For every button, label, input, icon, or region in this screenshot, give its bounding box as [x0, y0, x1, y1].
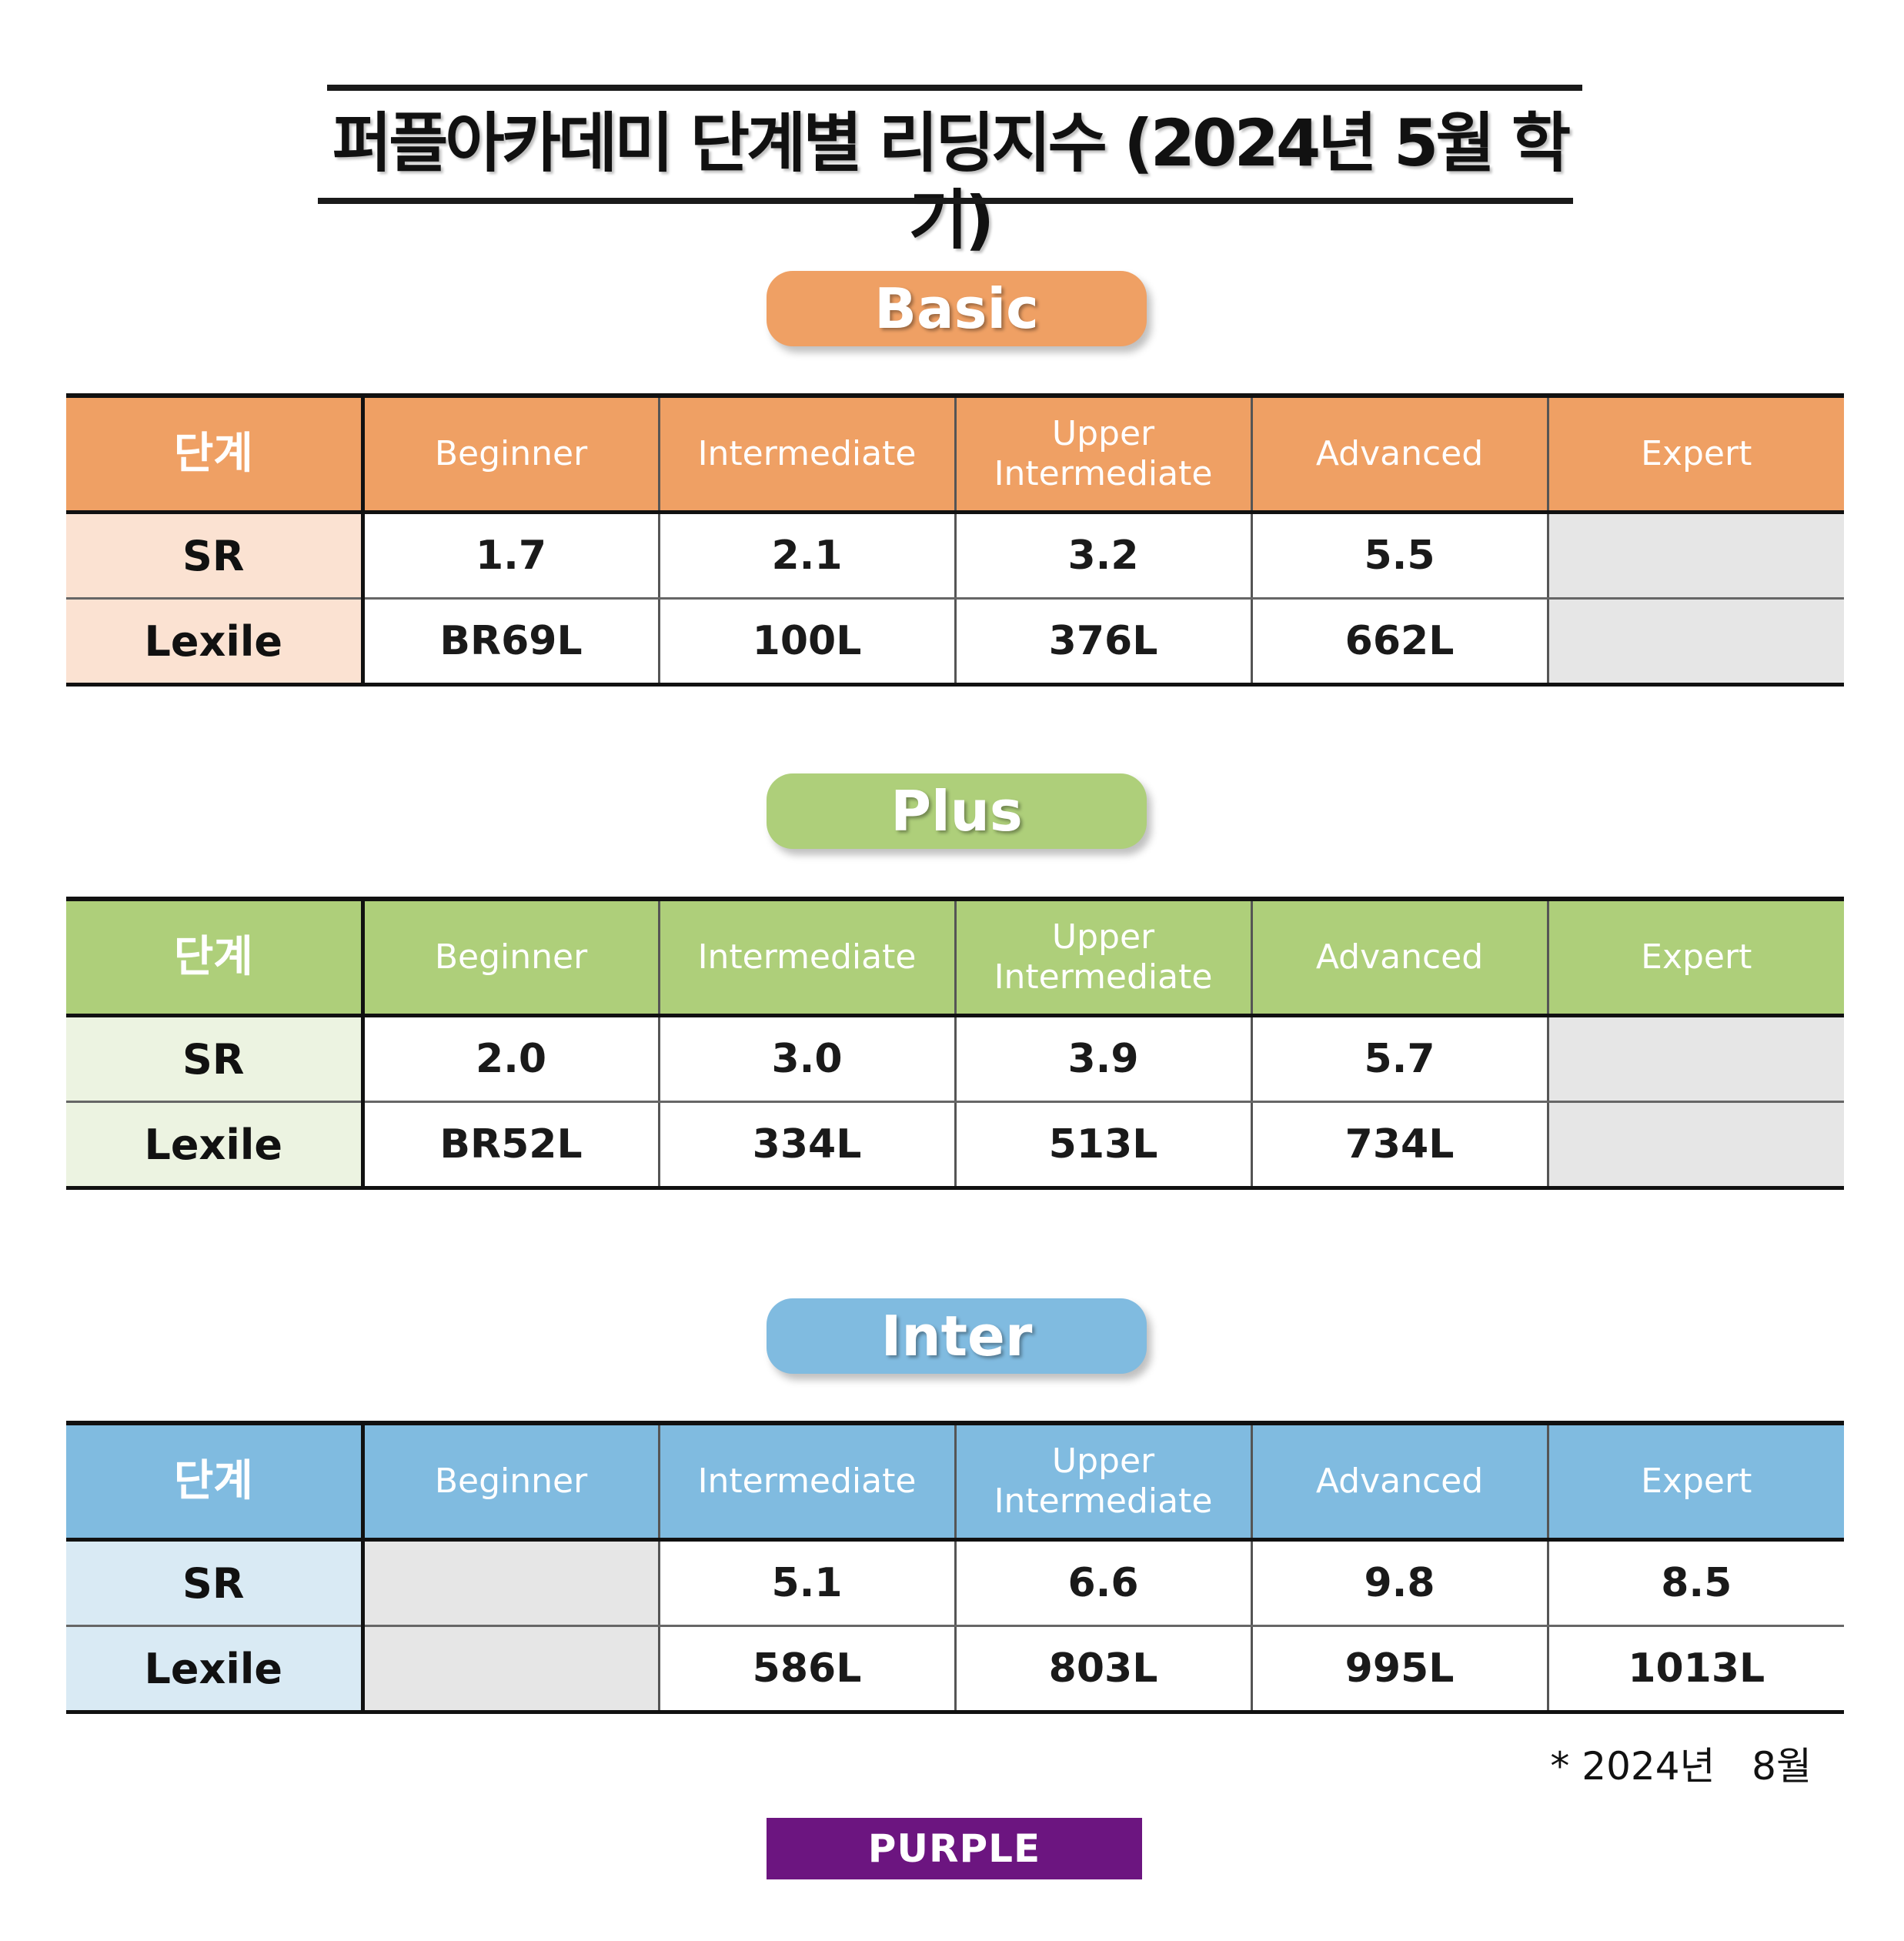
table-cell: 100L [657, 598, 955, 687]
table-cell-empty [1546, 1015, 1844, 1103]
table-header-row: 단계 Beginner Intermediate Upper Intermedi… [66, 1421, 1844, 1542]
row-label: SR [66, 512, 362, 600]
table-cell: 5.5 [1250, 512, 1548, 600]
table-cell: 1013L [1546, 1625, 1844, 1714]
table-cell: 6.6 [954, 1539, 1251, 1627]
header-level: Expert [1546, 1421, 1844, 1542]
row-label: SR [66, 1015, 362, 1103]
table-cell: 334L [657, 1101, 955, 1190]
table-cell: 1.7 [360, 512, 659, 600]
header-stage: 단계 [66, 897, 362, 1017]
table-row: SR 1.7 2.1 3.2 5.5 [66, 512, 1844, 600]
row-label: SR [66, 1539, 362, 1627]
header-stage: 단계 [66, 393, 362, 514]
table-cell: 586L [657, 1625, 955, 1714]
title-block: 퍼플아카데미 단계별 리딩지수 (2024년 5월 학기) [318, 85, 1582, 258]
header-level: Upper Intermediate [954, 897, 1251, 1017]
header-level: Expert [1546, 393, 1844, 514]
table-inter: 단계 Beginner Intermediate Upper Intermedi… [66, 1421, 1844, 1714]
table-cell: 734L [1250, 1101, 1548, 1190]
table-plus: 단계 Beginner Intermediate Upper Intermedi… [66, 897, 1844, 1190]
table-cell: 2.0 [360, 1015, 659, 1103]
table-cell: 995L [1250, 1625, 1548, 1714]
header-level: Intermediate [657, 897, 955, 1017]
table-cell: 3.2 [954, 512, 1251, 600]
table-row: SR 2.0 3.0 3.9 5.7 [66, 1015, 1844, 1103]
table-cell: 662L [1250, 598, 1548, 687]
header-level: Intermediate [657, 1421, 955, 1542]
table-cell: BR52L [360, 1101, 659, 1190]
table-cell: 8.5 [1546, 1539, 1844, 1627]
section-badge-basic: Basic [767, 271, 1147, 346]
table-cell: 2.1 [657, 512, 955, 600]
purple-academy-logo: PURPLE ACADEMY [767, 1818, 1142, 1933]
header-level: Expert [1546, 897, 1844, 1017]
table-cell: BR69L [360, 598, 659, 687]
table-cell-empty [360, 1625, 659, 1714]
header-level: Advanced [1250, 897, 1548, 1017]
title-top-rule [327, 85, 1582, 91]
header-level: Upper Intermediate [954, 1421, 1251, 1542]
header-stage: 단계 [66, 1421, 362, 1542]
table-row: Lexile 586L 803L 995L 1013L [66, 1625, 1844, 1714]
table-cell: 3.9 [954, 1015, 1251, 1103]
header-level: Beginner [360, 1421, 659, 1542]
table-cell: 5.7 [1250, 1015, 1548, 1103]
title-bottom-rule [318, 198, 1573, 204]
table-header-row: 단계 Beginner Intermediate Upper Intermedi… [66, 393, 1844, 514]
header-level: Upper Intermediate [954, 393, 1251, 514]
table-cell-empty [1546, 598, 1844, 687]
page-title: 퍼플아카데미 단계별 리딩지수 (2024년 5월 학기) [332, 105, 1571, 258]
header-level: Beginner [360, 393, 659, 514]
header-level: Advanced [1250, 393, 1548, 514]
table-cell: 9.8 [1250, 1539, 1548, 1627]
section-badge-inter: Inter [767, 1298, 1147, 1374]
row-label: Lexile [66, 598, 362, 687]
table-cell-empty [360, 1539, 659, 1627]
table-cell: 513L [954, 1101, 1251, 1190]
header-level: Intermediate [657, 393, 955, 514]
header-level: Advanced [1250, 1421, 1548, 1542]
header-level: Beginner [360, 897, 659, 1017]
section-badge-plus: Plus [767, 773, 1147, 849]
table-cell: 803L [954, 1625, 1251, 1714]
table-row: Lexile BR52L 334L 513L 734L [66, 1101, 1844, 1190]
date-note: * 2024년 8월 [1550, 1744, 1812, 1789]
table-cell: 376L [954, 598, 1251, 687]
table-row: SR 5.1 6.6 9.8 8.5 [66, 1539, 1844, 1627]
table-row: Lexile BR69L 100L 376L 662L [66, 598, 1844, 687]
table-cell: 3.0 [657, 1015, 955, 1103]
table-basic: 단계 Beginner Intermediate Upper Intermedi… [66, 393, 1844, 687]
table-header-row: 단계 Beginner Intermediate Upper Intermedi… [66, 897, 1844, 1017]
row-label: Lexile [66, 1101, 362, 1190]
table-cell-empty [1546, 1101, 1844, 1190]
row-label: Lexile [66, 1625, 362, 1714]
table-cell-empty [1546, 512, 1844, 600]
table-cell: 5.1 [657, 1539, 955, 1627]
